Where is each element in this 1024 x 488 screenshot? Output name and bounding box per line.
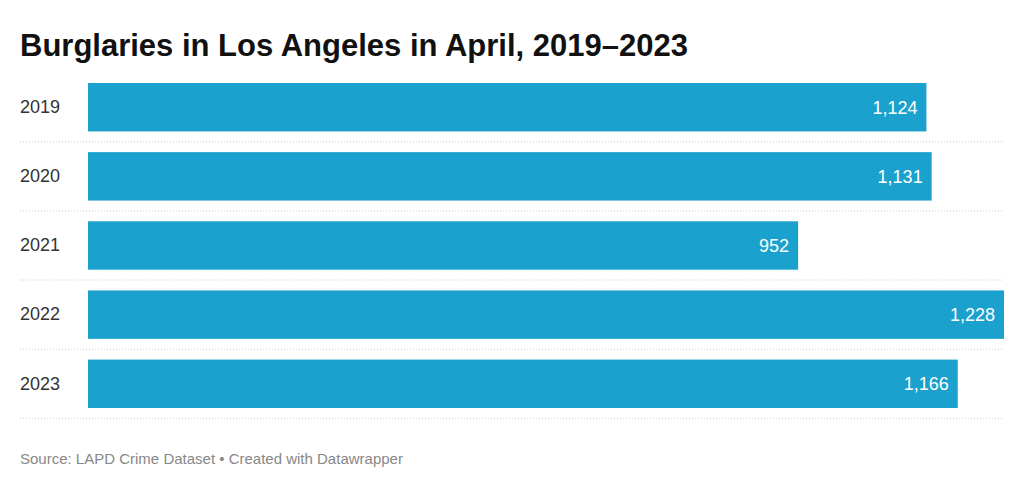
- chart-svg: Burglaries in Los Angeles in April, 2019…: [0, 0, 1024, 488]
- tick-label: 2019: [20, 97, 60, 117]
- row-separator: [20, 280, 1004, 281]
- chart-title: Burglaries in Los Angeles in April, 2019…: [20, 28, 688, 63]
- data-label: 952: [759, 236, 789, 256]
- tick-label: 2020: [20, 166, 60, 186]
- axis-tick: 2023: [20, 374, 60, 394]
- row-separators: [20, 142, 1004, 419]
- data-label: 1,228: [950, 305, 995, 325]
- data-label: 1,124: [872, 98, 917, 118]
- bar: [88, 152, 932, 200]
- tick-label: 2022: [20, 304, 60, 324]
- bar: [88, 221, 798, 269]
- data-label: 1,131: [878, 167, 923, 187]
- bar: [88, 290, 1004, 338]
- row-separator: [20, 210, 1004, 211]
- tick-label: 2023: [20, 374, 60, 394]
- axis-tick: 2022: [20, 304, 60, 324]
- bars: [88, 83, 1004, 408]
- axis-tick: 2021: [20, 235, 60, 255]
- row-separator: [20, 349, 1004, 350]
- bar: [88, 360, 958, 408]
- data-label: 1,166: [904, 374, 949, 394]
- tick-label: 2021: [20, 235, 60, 255]
- row-separator: [20, 141, 1004, 142]
- category-axis: 2019 2020 2021 2022 2023: [20, 97, 60, 394]
- axis-tick: 2019: [20, 97, 60, 117]
- row-separator: [20, 418, 1004, 419]
- chart-container: Burglaries in Los Angeles in April, 2019…: [0, 0, 1024, 488]
- source-note: Source: LAPD Crime Dataset • Created wit…: [20, 450, 403, 467]
- axis-tick: 2020: [20, 166, 60, 186]
- bar: [88, 83, 926, 131]
- data-labels: 1,124 1,131 952 1,228 1,166: [759, 98, 995, 395]
